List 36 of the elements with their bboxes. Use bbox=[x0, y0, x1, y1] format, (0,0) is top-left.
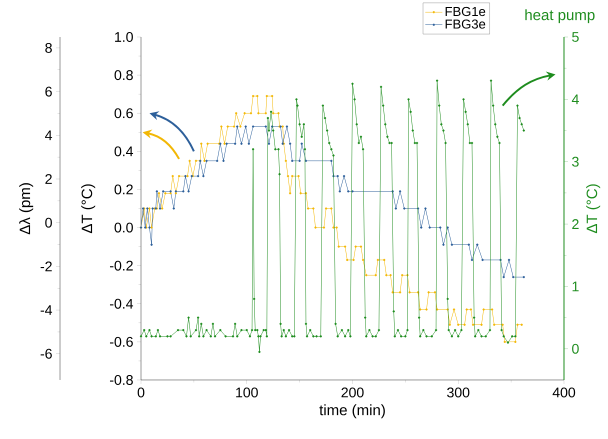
y-tick-label: 0.8 bbox=[114, 70, 133, 80]
x-axis-title: time (min) bbox=[319, 404, 385, 418]
y-tick-label: 0.0 bbox=[114, 222, 133, 233]
x-tick-label: 0 bbox=[138, 388, 144, 398]
y3-tick-label: 0 bbox=[45, 218, 52, 228]
y3-tick-label: 6 bbox=[45, 86, 52, 97]
y-tick-label: 0.2 bbox=[114, 184, 133, 194]
legend-label: FBG3e bbox=[446, 19, 486, 29]
y3-axis-title: Δλ (pm) bbox=[19, 183, 34, 234]
y2-axis-title: ΔT (°C) bbox=[586, 184, 600, 234]
y-tick-label: -0.4 bbox=[110, 298, 134, 309]
y2-tick-label: 1 bbox=[572, 282, 579, 292]
legend-label: FBG1e bbox=[446, 6, 486, 16]
y-tick-label: 1.0 bbox=[115, 32, 133, 42]
x-tick-label: 100 bbox=[236, 388, 258, 398]
y3-tick-label: -2 bbox=[40, 261, 52, 272]
y2-tick-label: 4 bbox=[572, 94, 579, 104]
y3-tick-label: 4 bbox=[45, 130, 52, 140]
y-axis-title: ΔT (°C) bbox=[81, 184, 96, 234]
x-tick-label: 300 bbox=[447, 388, 470, 398]
x-tick-label: 200 bbox=[342, 388, 364, 398]
text: heat pump bbox=[525, 9, 595, 24]
x-tick-label: 400 bbox=[552, 388, 576, 398]
y2-tick-label: 3 bbox=[572, 156, 579, 167]
y-tick-label: -0.6 bbox=[110, 336, 133, 347]
y3-tick-label: -6 bbox=[40, 348, 52, 359]
y3-tick-label: 2 bbox=[45, 174, 52, 184]
y-tick-label: -0.2 bbox=[110, 260, 133, 271]
y-tick-label: 0.4 bbox=[114, 146, 134, 156]
y2-tick-label: 2 bbox=[572, 219, 579, 229]
y-tick-label: 0.6 bbox=[114, 108, 133, 118]
y2-tick-label: 0 bbox=[572, 344, 579, 354]
y-tick-label: -0.8 bbox=[110, 375, 133, 385]
y3-tick-label: 8 bbox=[45, 42, 52, 53]
y2-tick-label: 5 bbox=[572, 32, 579, 42]
y3-tick-label: -4 bbox=[40, 305, 52, 315]
